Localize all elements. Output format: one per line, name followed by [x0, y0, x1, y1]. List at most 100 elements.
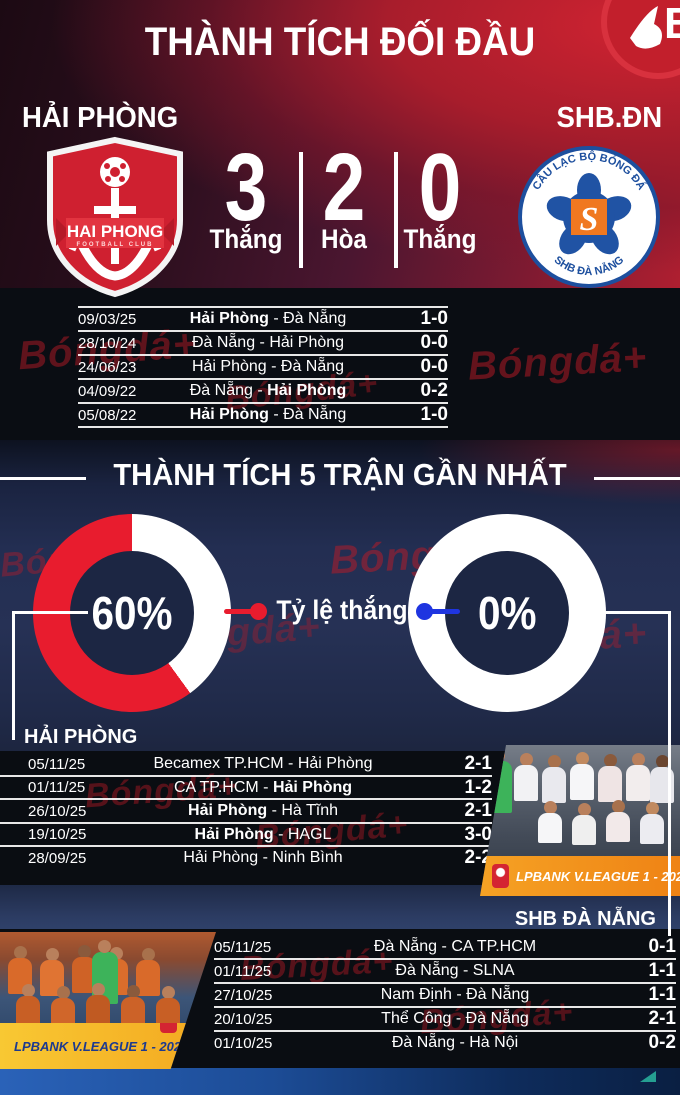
- vleague-badge: [160, 1023, 177, 1033]
- match-teams: Đà Nẵng - Hải Phòng: [150, 334, 386, 352]
- match-date: 01/10/25: [214, 1034, 273, 1052]
- match-date: 27/10/25: [214, 986, 273, 1004]
- away-team-name: SHB.ĐN: [556, 102, 662, 134]
- match-row: 01/10/25 Đà Nẵng - Hà Nội 0-2: [214, 1032, 676, 1054]
- match-row: 04/09/22 Đà Nẵng - Hải Phòng 0-2: [78, 380, 448, 404]
- away-team: HAGL: [287, 825, 332, 843]
- home-team: Đà Nẵng: [189, 382, 253, 399]
- bottom-blue-strip: [0, 1068, 680, 1095]
- win-rate-label: Tỷ lệ thắng: [276, 595, 408, 625]
- match-row: 09/03/25 Hải Phòng - Đà Nẵng 1-0: [78, 308, 448, 332]
- away-team: Hải Phòng: [297, 755, 373, 772]
- kicking-player-icon: [630, 6, 662, 49]
- dash: -: [259, 334, 265, 351]
- match-row: 20/10/25 Thể Công - Đà Nẵng 2-1: [214, 1008, 676, 1032]
- match-date: 05/08/22: [78, 406, 137, 424]
- page-title: THÀNH TÍCH ĐỐI ĐẦU: [144, 20, 536, 64]
- away-team: SLNA: [472, 962, 515, 979]
- match-row: 28/09/25 Hải Phòng - Ninh Bình 2-2: [0, 847, 492, 869]
- match-score: 1-0: [420, 308, 448, 329]
- match-date: 28/10/24: [78, 334, 137, 352]
- dash: -: [459, 1034, 465, 1051]
- home-team: Đà Nẵng: [191, 334, 256, 351]
- home-team: Đà Nẵng: [373, 938, 438, 955]
- match-row: 19/10/25 Hải Phòng - HAGL 3-0: [0, 823, 492, 847]
- away-team: Đà Nẵng: [283, 406, 347, 423]
- match-teams: Hải Phòng - Ninh Bình: [100, 849, 426, 867]
- match-date: 24/06/23: [78, 358, 137, 376]
- away-team: CA TP.HCM: [451, 938, 537, 955]
- match-score: 2-2: [464, 847, 492, 868]
- home-team: Hải Phòng: [189, 406, 269, 423]
- match-score: 0-0: [420, 332, 448, 353]
- away-team: Đà Nẵng: [283, 310, 347, 327]
- h2h-draws-label: Hòa: [321, 224, 367, 254]
- match-teams: Becamex TP.HCM - Hải Phòng: [100, 755, 426, 773]
- dash: -: [456, 986, 462, 1003]
- match-date: 05/11/25: [28, 755, 86, 773]
- blue-connector-line: [430, 609, 460, 614]
- league-banner-text: LPBANK V.LEAGUE 1 - 2025/26: [14, 1038, 207, 1054]
- match-teams: Hải Phòng - Hà Tĩnh: [100, 802, 426, 820]
- match-teams: Hải Phòng - Đà Nẵng: [150, 310, 386, 328]
- divider: [0, 477, 86, 480]
- match-score: 0-2: [420, 380, 448, 401]
- match-date: 20/10/25: [214, 1010, 273, 1028]
- dash: -: [463, 962, 469, 979]
- dash: -: [271, 802, 277, 819]
- h2h-home-wins: 3: [224, 134, 268, 241]
- dash: -: [271, 358, 277, 375]
- match-score: 2-1: [464, 753, 492, 774]
- match-row: 01/11/25 Đà Nẵng - SLNA 1-1: [214, 960, 676, 984]
- logo-letter: B: [664, 0, 680, 48]
- away-team: Đà Nẵng: [465, 1010, 529, 1027]
- dash: -: [288, 755, 294, 772]
- match-score: 0-0: [420, 356, 448, 377]
- danang-logo: CÂU LẠC BỘ BÓNG ĐÁ SHB ĐÀ NẴNG S: [518, 146, 660, 288]
- match-date: 28/09/25: [28, 849, 87, 867]
- match-row: 05/11/25 Đà Nẵng - CA TP.HCM 0-1: [214, 936, 676, 960]
- h2h-table: 09/03/25 Hải Phòng - Đà Nẵng 1-0 28/10/2…: [78, 306, 448, 428]
- h2h-table-band: [0, 288, 680, 443]
- red-connector-line: [224, 609, 256, 614]
- away-recent-table: 05/11/25 Đà Nẵng - CA TP.HCM 0-1 01/11/2…: [214, 936, 676, 1054]
- home-team: Hải Phòng: [183, 849, 259, 866]
- away-team: Hải Phòng: [267, 382, 347, 399]
- away-team: Hải Phòng: [272, 778, 353, 796]
- home-winrate-donut: 60%: [33, 514, 231, 712]
- away-team: Hà Nội: [469, 1034, 519, 1051]
- match-row: 24/06/23 Hải Phòng - Đà Nẵng 0-0: [78, 356, 448, 380]
- away-bracket-line: [595, 611, 671, 936]
- home-team: Hải Phòng: [189, 310, 269, 327]
- donut-hole: 60%: [70, 551, 194, 675]
- home-team: Thể Công: [381, 1010, 452, 1027]
- home-recent-label: HẢI PHÒNG: [24, 726, 138, 748]
- match-score: 2-1: [464, 800, 492, 821]
- red-dot: [250, 603, 267, 620]
- match-score: 1-1: [648, 984, 676, 1005]
- home-team: Hải Phòng: [188, 802, 268, 819]
- match-row: 26/10/25 Hải Phòng - Hà Tĩnh 2-1: [0, 800, 492, 824]
- match-teams: Hải Phòng - HAGL: [100, 826, 426, 844]
- match-score: 3-0: [464, 823, 492, 845]
- away-winrate-percent: 0%: [477, 587, 537, 639]
- home-winrate-percent: 60%: [91, 587, 173, 639]
- match-teams: Thể Công - Đà Nẵng: [300, 1010, 610, 1028]
- vleague-badge: [492, 864, 509, 888]
- away-team: Đà Nẵng: [280, 358, 345, 375]
- h2h-away-wins-label: Thắng: [403, 224, 477, 254]
- match-row: 05/08/22 Hải Phòng - Đà Nẵng 1-0: [78, 404, 448, 428]
- match-teams: Đà Nẵng - SLNA: [300, 962, 610, 980]
- home-team: CA TP.HCM: [173, 778, 259, 796]
- away-team: Ninh Bình: [272, 849, 343, 866]
- league-banner: LPBANK V.LEAGUE 1 - 2025/26: [480, 856, 680, 896]
- match-teams: Đà Nẵng - Hải Phòng: [150, 382, 386, 400]
- divider: [594, 477, 680, 480]
- away-recent-label: SHB ĐÀ NẴNG: [514, 908, 656, 930]
- match-teams: Đà Nẵng - Hà Nội: [300, 1034, 610, 1052]
- match-date: 05/11/25: [214, 938, 272, 956]
- match-date: 01/11/25: [28, 779, 86, 796]
- match-teams: Nam Định - Đà Nẵng: [300, 986, 610, 1004]
- match-score: 1-2: [464, 776, 492, 798]
